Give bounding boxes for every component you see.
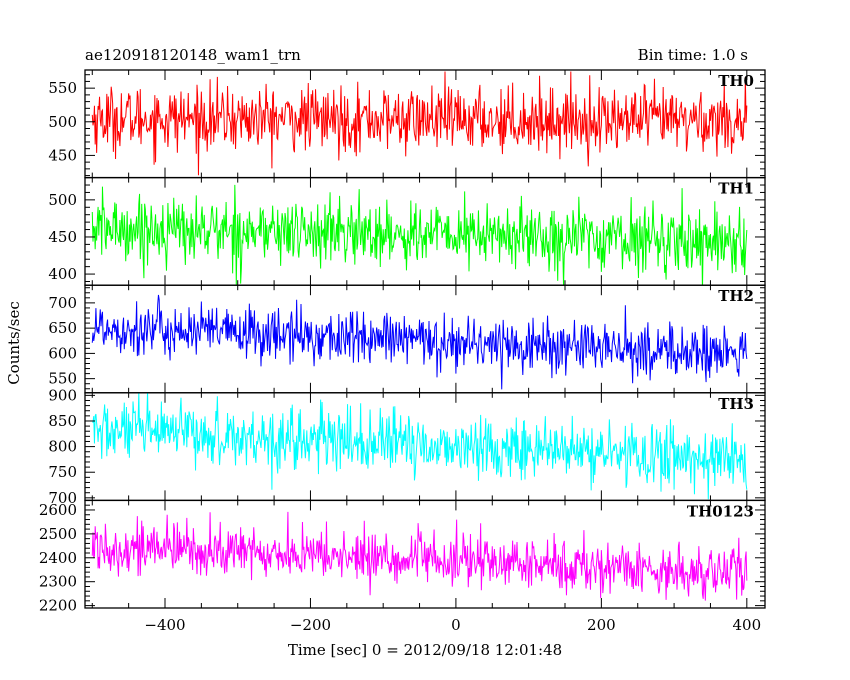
panel-label-th0123: TH0123 — [687, 502, 754, 520]
chart-title: ae120918120148_wam1_trn — [85, 46, 301, 64]
y-tick-label: 550 — [48, 79, 77, 97]
panel-label-th0: TH0 — [718, 72, 754, 90]
y-tick-label: 700 — [48, 294, 77, 312]
series-line-th0123 — [91, 511, 748, 601]
x-axis: −400 −200 0 200 400 — [144, 616, 761, 634]
panel-frame — [84, 499, 766, 609]
x-tick-label: −400 — [144, 616, 185, 634]
y-tick-label: 750 — [48, 463, 77, 481]
panel-th2: 550 600 650 700 TH2 — [48, 284, 766, 394]
series-line-th3 — [92, 392, 748, 500]
panel-th1: 400 450 500 TH1 — [48, 176, 766, 286]
panel-th0123: 2200 2300 2400 2500 2600 TH0123 — [39, 499, 766, 615]
y-tick-label: 400 — [48, 265, 77, 283]
y-tick-label: 2200 — [39, 597, 77, 615]
y-tick-label: 500 — [48, 113, 77, 131]
series-line-th2 — [91, 294, 748, 390]
y-tick-label: 450 — [48, 228, 77, 246]
y-tick-label: 550 — [48, 370, 77, 388]
x-tick-label: −200 — [290, 616, 331, 634]
y-tick-label: 650 — [48, 319, 77, 337]
x-tick-label: 400 — [732, 616, 761, 634]
panel-th3: 700 750 800 850 900 TH3 — [48, 386, 766, 507]
y-axis-label: Counts/sec — [5, 301, 23, 385]
y-tick-label: 2400 — [39, 549, 77, 567]
series-line-th1 — [91, 184, 748, 286]
y-tick-label: 2300 — [39, 573, 77, 591]
series-line-th0 — [91, 71, 748, 176]
y-tick-label: 800 — [48, 438, 77, 456]
y-tick-label: 2600 — [39, 501, 77, 519]
y-tick-label: 2500 — [39, 525, 77, 543]
bin-time-label: Bin time: 1.0 s — [638, 46, 748, 64]
panel-label-th3: TH3 — [718, 395, 754, 413]
y-tick-label: 700 — [48, 489, 77, 507]
y-tick-label: 850 — [48, 412, 77, 430]
y-tick-label: 900 — [48, 386, 77, 404]
panel-label-th2: TH2 — [718, 287, 754, 305]
x-tick-label: 0 — [451, 616, 461, 634]
panels-group: 450 500 550 TH0 400 450 500 TH1 550 600 650 700 TH2 7… — [39, 69, 766, 615]
panel-th0: 450 500 550 TH0 — [48, 69, 766, 179]
x-axis-label: Time [sec] 0 = 2012/09/18 12:01:48 — [288, 641, 562, 659]
y-tick-label: 600 — [48, 344, 77, 362]
y-tick-label: 450 — [48, 146, 77, 164]
y-tick-label: 500 — [48, 191, 77, 209]
x-tick-label: 200 — [587, 616, 616, 634]
panel-label-th1: TH1 — [718, 180, 754, 198]
